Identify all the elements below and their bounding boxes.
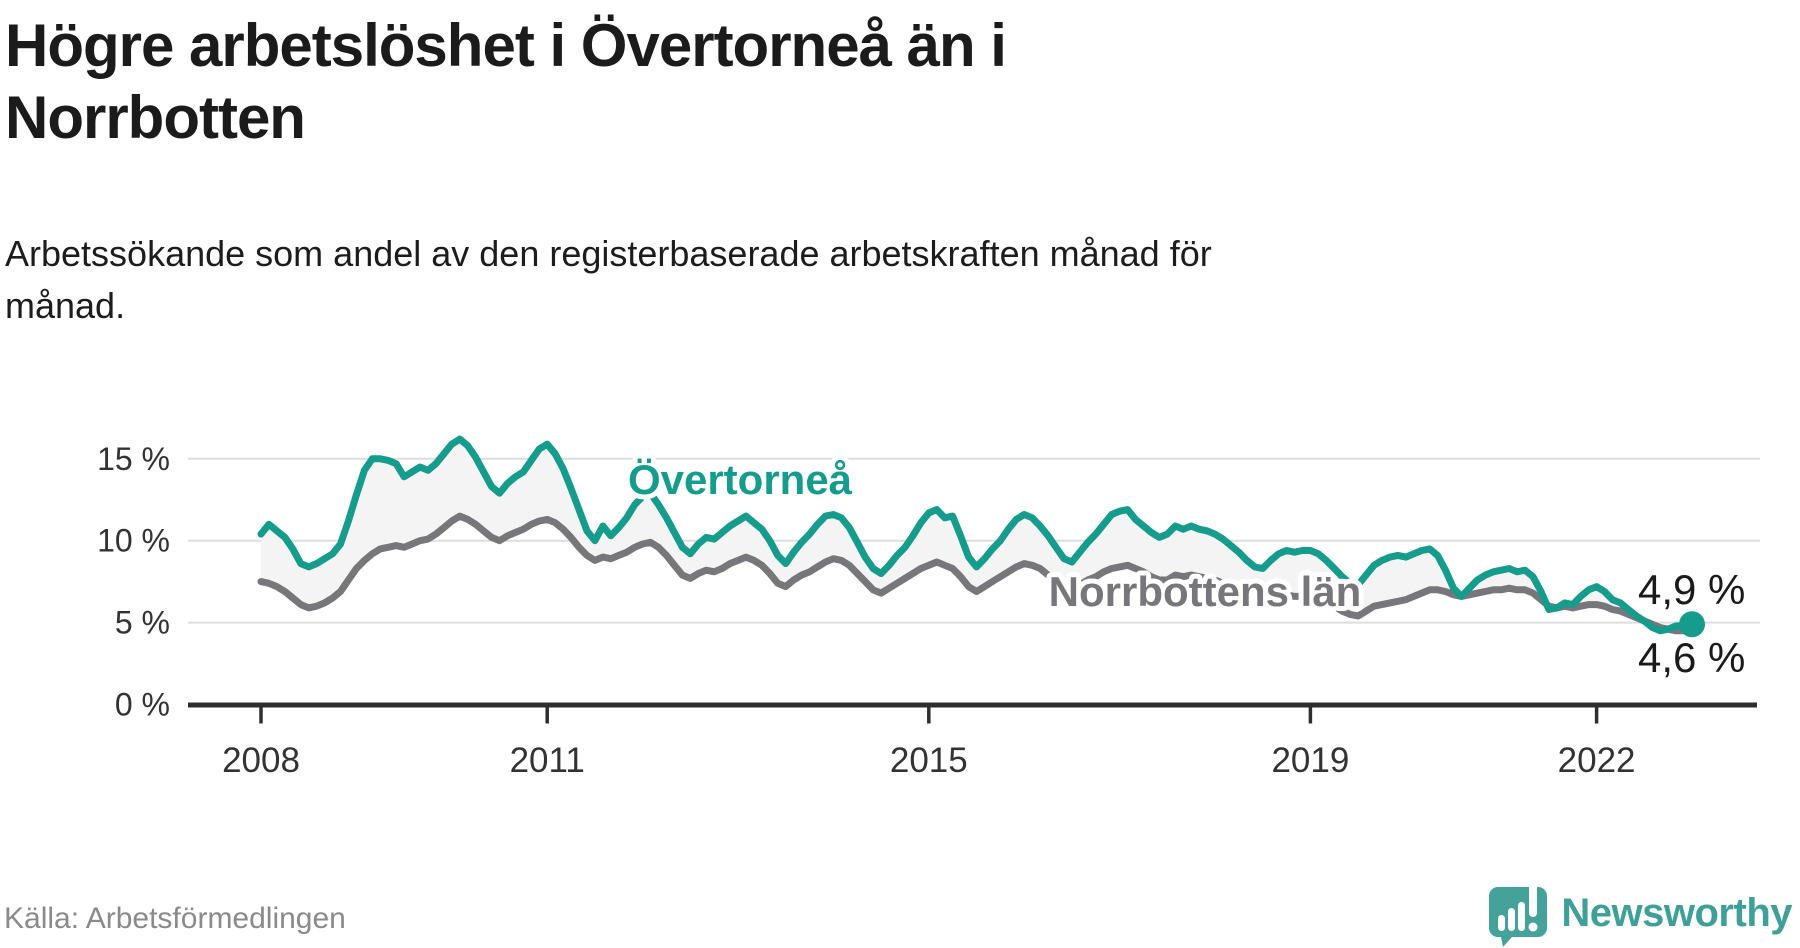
- series-line-norrbotten: [257, 512, 1696, 635]
- series-line-overtornea: [257, 435, 1696, 635]
- page-subtitle: Arbetssökande som andel av den registerb…: [5, 228, 1212, 332]
- page-subtitle-line-2: månad.: [5, 285, 126, 326]
- x-tick-label: 2019: [1271, 741, 1349, 780]
- x-tick-label: 2015: [890, 741, 968, 780]
- end-label-norrbotten: 4,6 %: [1638, 634, 1745, 681]
- x-tick-label: 2011: [510, 741, 585, 780]
- page-title-line-1: Högre arbetslöshet i Övertorneå än i: [5, 12, 1007, 79]
- source-text: Källa: Arbetsförmedlingen: [4, 902, 346, 935]
- newsworthy-logo-icon: [1489, 879, 1548, 947]
- x-tick-label: 2008: [222, 741, 300, 780]
- series-label-norrbotten: Norrbottens län: [1049, 568, 1362, 615]
- y-tick-label: 0 %: [115, 687, 170, 723]
- page-title: Högre arbetslöshet i Övertorneå än i Nor…: [5, 10, 1007, 154]
- y-tick-label: 5 %: [115, 605, 170, 641]
- overtornea-endpoint-dot: [1679, 611, 1705, 638]
- newsworthy-logo-text: Newsworthy: [1561, 890, 1792, 935]
- series-label-overtornea: Övertorneå: [628, 456, 853, 503]
- y-tick-label: 10 %: [97, 523, 170, 559]
- end-label-overtornea: 4,9 %: [1638, 566, 1745, 613]
- area-between-series: [261, 439, 1692, 631]
- newsworthy-logo: Newsworthy: [1485, 878, 1792, 948]
- y-tick-label: 15 %: [97, 441, 170, 477]
- x-tick-label: 2022: [1558, 741, 1636, 780]
- page-subtitle-line-1: Arbetssökande som andel av den registerb…: [5, 233, 1212, 274]
- page-title-line-2: Norrbotten: [5, 84, 306, 151]
